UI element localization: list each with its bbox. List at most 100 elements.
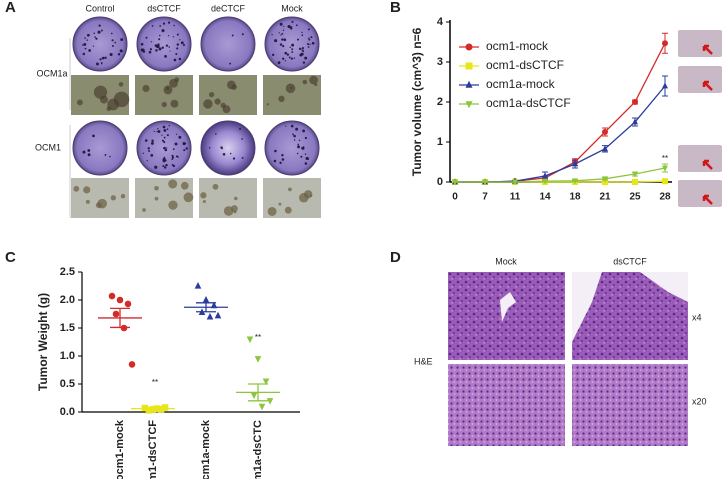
legend-label: ocm1a-dsCTCF xyxy=(486,96,571,110)
cell-clump xyxy=(168,200,178,210)
colony xyxy=(282,57,285,60)
colony xyxy=(168,125,170,127)
colony xyxy=(182,142,186,146)
marker xyxy=(602,176,608,183)
colony xyxy=(164,146,166,149)
marker xyxy=(465,43,473,51)
sem-bar xyxy=(196,302,216,313)
colony xyxy=(87,153,91,157)
marker xyxy=(542,172,548,179)
colony xyxy=(304,56,308,60)
cell-clump xyxy=(212,183,219,190)
cell-clump xyxy=(278,202,282,206)
series-line xyxy=(455,167,666,183)
colony xyxy=(168,46,171,48)
cell-clump xyxy=(95,202,102,209)
marker xyxy=(662,165,668,172)
colony xyxy=(93,32,96,35)
y-tick-label: 1.5 xyxy=(60,322,75,334)
colony xyxy=(284,51,288,55)
stain-label: H&E xyxy=(414,356,433,366)
colony xyxy=(176,33,179,36)
cell-clump xyxy=(288,187,292,192)
marker xyxy=(572,160,578,167)
cell-clump xyxy=(284,206,292,214)
colony xyxy=(279,43,283,46)
petri-dish xyxy=(200,16,256,72)
colony xyxy=(158,34,161,37)
colony xyxy=(241,156,244,159)
colony xyxy=(151,25,154,27)
colony xyxy=(148,50,152,54)
colony xyxy=(277,61,281,65)
cell-clump xyxy=(154,185,159,191)
colony xyxy=(114,41,117,44)
petri-dish xyxy=(264,120,320,176)
colony xyxy=(293,134,296,138)
marker xyxy=(512,179,518,186)
colony xyxy=(295,24,298,27)
y-tick-label: 0 xyxy=(437,176,443,188)
legend-label: ocm1a-mock xyxy=(486,77,556,91)
colony xyxy=(147,147,150,150)
colony xyxy=(288,56,291,59)
colony xyxy=(86,33,90,37)
colony xyxy=(162,164,165,168)
colony xyxy=(307,28,310,31)
colony xyxy=(278,32,280,34)
colony xyxy=(281,38,284,41)
x-tick-label: 18 xyxy=(569,192,581,203)
panel-label: C xyxy=(5,249,16,266)
colony xyxy=(283,38,287,42)
cell-clump xyxy=(83,186,91,194)
cell-clump xyxy=(214,98,221,105)
marker xyxy=(482,179,488,186)
x-tick-label: ocm1a-dsCTC xyxy=(252,420,264,479)
cell-clump xyxy=(163,85,173,95)
colony xyxy=(286,53,290,56)
colony xyxy=(291,43,295,47)
colony xyxy=(144,139,148,142)
colony xyxy=(274,149,277,153)
colony xyxy=(302,50,305,52)
colony xyxy=(164,55,167,58)
colony xyxy=(155,49,158,52)
colony xyxy=(92,134,95,138)
arrow xyxy=(702,159,713,170)
colony xyxy=(287,25,291,29)
colony xyxy=(172,148,175,151)
colony xyxy=(302,61,306,64)
colony xyxy=(301,34,304,37)
marker xyxy=(662,40,668,47)
colony xyxy=(297,145,300,149)
cell-clump xyxy=(93,85,108,99)
cell-clump xyxy=(200,192,207,199)
colony xyxy=(304,153,307,155)
colony xyxy=(149,48,153,51)
colony xyxy=(118,53,121,56)
colony xyxy=(110,32,113,35)
annotation: ** xyxy=(662,154,668,163)
cell-clump xyxy=(106,106,112,112)
colony xyxy=(282,45,285,48)
colony xyxy=(111,39,114,42)
colony xyxy=(166,134,169,137)
colony xyxy=(163,136,166,139)
colony xyxy=(185,147,188,150)
y-tick-label: 3 xyxy=(437,56,443,68)
colony xyxy=(296,152,299,155)
colony xyxy=(279,161,282,164)
colony xyxy=(95,62,99,66)
colony xyxy=(229,62,232,65)
colony xyxy=(184,142,187,145)
colony xyxy=(300,48,302,51)
marker xyxy=(542,178,548,185)
colony xyxy=(171,154,174,157)
cell-clump xyxy=(168,179,178,189)
colony xyxy=(173,58,177,62)
colony xyxy=(162,125,166,129)
colony xyxy=(309,43,311,46)
colony xyxy=(183,149,186,152)
x-tick-label: ocm1-mock xyxy=(114,419,126,479)
marker xyxy=(214,311,222,319)
